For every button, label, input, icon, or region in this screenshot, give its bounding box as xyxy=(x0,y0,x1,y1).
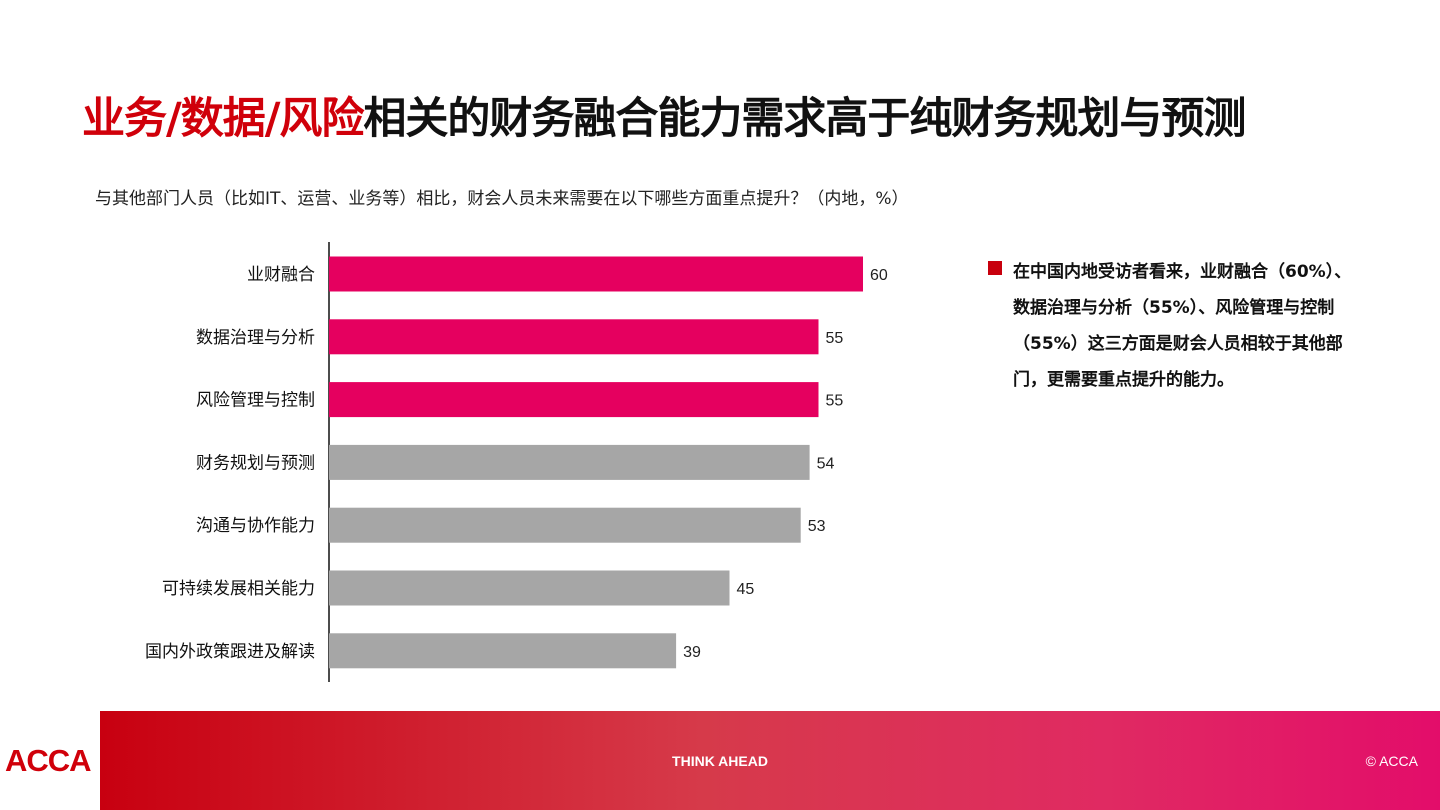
bar-5 xyxy=(329,507,801,543)
value-label-1: 60 xyxy=(870,267,888,284)
key-finding: 在中国内地受访者看来，业财融合（60%）、数据治理与分析（55%）、风险管理与控… xyxy=(988,254,1368,398)
category-label-2: 数据治理与分析 xyxy=(196,328,315,348)
bar-1 xyxy=(329,256,863,292)
category-label-7: 国内外政策跟进及解读 xyxy=(145,642,315,662)
footer-tagline: THINK AHEAD xyxy=(672,753,768,769)
chart-subtitle: 与其他部门人员（比如IT、运营、业务等）相比，财会人员未来需要在以下哪些方面重点… xyxy=(95,189,909,209)
category-label-6: 可持续发展相关能力 xyxy=(162,579,315,599)
value-label-4: 54 xyxy=(817,455,835,472)
title-rest: 相关的财务融合能力需求高于纯财务规划与预测 xyxy=(363,94,1246,144)
footer-logo-area xyxy=(0,711,100,810)
page-title: 业务/数据/风险相关的财务融合能力需求高于纯财务规划与预测 xyxy=(82,84,1440,146)
category-label-5: 沟通与协作能力 xyxy=(196,516,315,536)
title-highlight: 业务/数据/风险 xyxy=(82,94,364,144)
footer-band xyxy=(100,711,1440,810)
value-label-5: 53 xyxy=(808,518,826,535)
value-label-2: 55 xyxy=(826,330,844,347)
category-label-1: 业财融合 xyxy=(247,265,315,285)
bar-7 xyxy=(329,633,677,669)
value-label-6: 45 xyxy=(737,581,755,598)
acca-logo: ACCA xyxy=(5,743,92,778)
bar-2 xyxy=(329,319,819,355)
key-finding-text: 在中国内地受访者看来，业财融合（60%）、数据治理与分析（55%）、风险管理与控… xyxy=(1013,262,1352,390)
bullet-square-icon xyxy=(988,261,1002,275)
value-label-7: 39 xyxy=(683,644,701,661)
category-label-3: 风险管理与控制 xyxy=(196,391,315,411)
value-label-3: 55 xyxy=(826,393,844,410)
bar-4 xyxy=(329,444,810,480)
footer-copyright: © ACCA xyxy=(1365,753,1418,769)
category-label-4: 财务规划与预测 xyxy=(196,453,315,473)
bar-3 xyxy=(329,382,819,418)
bar-chart: 业财融合 60 数据治理与分析 55 风险管理与控制 55 财务规划与预测 54 沟通与协作能力… xyxy=(145,242,888,682)
bar-6 xyxy=(329,570,730,606)
